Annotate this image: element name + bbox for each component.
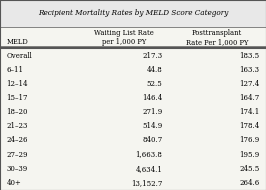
Text: 21–23: 21–23 bbox=[7, 122, 28, 130]
Bar bbox=[0, 77, 266, 91]
Bar bbox=[0, 147, 266, 162]
Bar bbox=[0, 27, 266, 48]
Text: 1,663.8: 1,663.8 bbox=[135, 151, 162, 159]
Bar bbox=[0, 63, 266, 77]
Bar bbox=[0, 48, 266, 63]
Text: 178.4: 178.4 bbox=[239, 122, 259, 130]
Text: 183.5: 183.5 bbox=[239, 51, 259, 59]
Text: 164.7: 164.7 bbox=[239, 94, 259, 102]
Text: Waiting List Rate
per 1,000 PY: Waiting List Rate per 1,000 PY bbox=[94, 29, 153, 46]
Text: Overall: Overall bbox=[7, 51, 32, 59]
Text: MELD: MELD bbox=[7, 38, 28, 46]
Text: Posttransplant
Rate Per 1,000 PY: Posttransplant Rate Per 1,000 PY bbox=[186, 29, 248, 46]
Text: 12–14: 12–14 bbox=[7, 80, 28, 88]
Bar bbox=[0, 91, 266, 105]
Text: 840.7: 840.7 bbox=[142, 136, 162, 144]
Text: 245.5: 245.5 bbox=[239, 165, 259, 173]
Text: 13,152.7: 13,152.7 bbox=[131, 179, 162, 187]
Text: 271.9: 271.9 bbox=[142, 108, 162, 116]
Bar bbox=[0, 176, 266, 190]
Text: 163.3: 163.3 bbox=[239, 66, 259, 74]
Text: 15–17: 15–17 bbox=[7, 94, 28, 102]
Text: 4,634.1: 4,634.1 bbox=[135, 165, 162, 173]
Text: 514.9: 514.9 bbox=[142, 122, 162, 130]
Text: 146.4: 146.4 bbox=[142, 94, 162, 102]
Bar bbox=[0, 162, 266, 176]
Text: 264.6: 264.6 bbox=[239, 179, 259, 187]
Text: 6–11: 6–11 bbox=[7, 66, 24, 74]
Text: 24–26: 24–26 bbox=[7, 136, 28, 144]
Text: 44.8: 44.8 bbox=[147, 66, 162, 74]
Text: 30–39: 30–39 bbox=[7, 165, 28, 173]
Text: 174.1: 174.1 bbox=[239, 108, 259, 116]
Text: 27–29: 27–29 bbox=[7, 151, 28, 159]
Bar bbox=[0, 105, 266, 119]
Text: 176.9: 176.9 bbox=[239, 136, 259, 144]
Bar bbox=[0, 133, 266, 147]
Text: 52.5: 52.5 bbox=[147, 80, 162, 88]
Text: Recipient Mortality Rates by MELD Score Category: Recipient Mortality Rates by MELD Score … bbox=[38, 9, 228, 17]
Text: 195.9: 195.9 bbox=[239, 151, 259, 159]
Bar bbox=[0, 0, 266, 27]
Text: 40+: 40+ bbox=[7, 179, 21, 187]
Text: 18–20: 18–20 bbox=[7, 108, 28, 116]
Bar bbox=[0, 119, 266, 133]
Text: 127.4: 127.4 bbox=[239, 80, 259, 88]
Text: 217.3: 217.3 bbox=[142, 51, 162, 59]
